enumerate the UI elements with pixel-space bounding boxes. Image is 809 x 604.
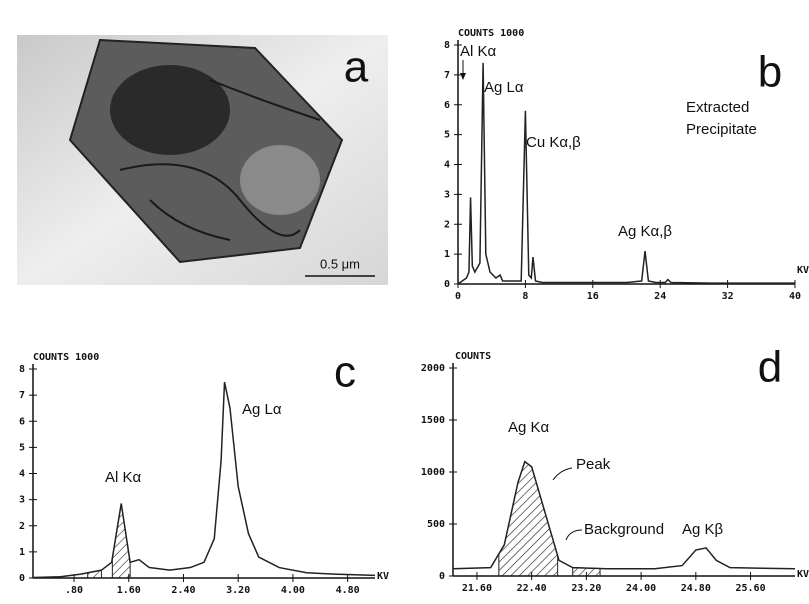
y-tick-label: 8 <box>19 364 25 375</box>
y-tick-label: 1 <box>444 249 450 260</box>
y-tick-label: 7 <box>444 70 450 81</box>
x-tick-label: 4.80 <box>336 585 360 596</box>
annotation-arrow <box>565 529 583 541</box>
panel-label: b <box>758 48 782 97</box>
y-tick-label: 500 <box>427 519 445 530</box>
y-tick-label: 8 <box>444 40 450 51</box>
y-axis-label: COUNTS 1000 <box>33 352 99 363</box>
x-tick-label: 25.60 <box>735 583 765 594</box>
grain-light-region <box>240 145 320 215</box>
x-tick-label: 21.60 <box>462 583 492 594</box>
annotation-arrow <box>552 467 573 481</box>
spectrum-line <box>452 460 796 570</box>
annotation: Background <box>584 521 664 538</box>
annotation: Ag Kβ <box>682 521 724 538</box>
annotation: Ag Kα,β <box>618 223 672 240</box>
annotation: Extracted <box>686 99 749 116</box>
x-tick-label: 22.40 <box>517 583 547 594</box>
x-tick-label: 4.00 <box>281 585 305 596</box>
y-axis-label: COUNTS <box>455 351 491 362</box>
x-tick-label: 3.20 <box>226 585 250 596</box>
x-axis-label: KV <box>797 569 809 580</box>
x-axis-label: KV <box>377 571 389 582</box>
y-tick-label: 7 <box>19 390 25 401</box>
x-tick-label: 8 <box>522 291 528 302</box>
x-tick-label: 32 <box>722 291 734 302</box>
spectrum-line <box>32 381 376 579</box>
panel-label: d <box>758 343 782 392</box>
micrograph: 0.5 μm a <box>17 35 388 285</box>
shaded-region <box>498 460 559 577</box>
y-tick-label: 0 <box>444 279 450 290</box>
x-tick-label: 16 <box>587 291 599 302</box>
y-tick-label: 5 <box>444 130 450 141</box>
x-tick-label: 24 <box>654 291 666 302</box>
x-tick-label: 2.40 <box>171 585 195 596</box>
annotation: Ag Kα <box>508 419 550 436</box>
y-tick-label: 6 <box>19 416 25 427</box>
x-tick-label: 24.80 <box>681 583 711 594</box>
y-tick-label: 2 <box>444 219 450 230</box>
grain-dark-region <box>110 65 230 155</box>
annotation: Ag Lα <box>242 401 282 418</box>
annotation: Al Kα <box>105 469 142 486</box>
y-tick-label: 4 <box>19 469 25 480</box>
spectrum-line <box>457 62 795 285</box>
annotation-arrowhead <box>460 73 466 80</box>
x-tick-label: .80 <box>65 585 83 596</box>
y-tick-label: 5 <box>19 442 25 453</box>
y-tick-label: 1 <box>19 547 25 558</box>
x-tick-label: 1.60 <box>117 585 141 596</box>
y-tick-label: 6 <box>444 100 450 111</box>
y-tick-label: 2 <box>19 521 25 532</box>
x-axis-label: KV <box>797 265 809 276</box>
y-tick-label: 0 <box>19 573 25 584</box>
annotation: Ag Lα <box>484 79 524 96</box>
y-tick-label: 3 <box>19 495 25 506</box>
annotation: Cu Kα,β <box>526 134 581 151</box>
y-tick-label: 3 <box>444 189 450 200</box>
annotation: Precipitate <box>686 121 757 138</box>
grain-boundaries <box>119 79 321 241</box>
annotation: Al Kα <box>460 43 497 60</box>
panel-label: c <box>334 348 356 397</box>
scale-bar-label: 0.5 μm <box>320 256 360 271</box>
x-tick-label: 23.20 <box>571 583 601 594</box>
panel-label: a <box>344 43 369 92</box>
x-tick-label: 0 <box>455 291 461 302</box>
x-tick-label: 40 <box>789 291 801 302</box>
x-tick-label: 24.00 <box>626 583 656 594</box>
y-tick-label: 1000 <box>421 467 445 478</box>
y-tick-label: 2000 <box>421 363 445 374</box>
y-tick-label: 1500 <box>421 415 445 426</box>
y-axis-label: COUNTS 1000 <box>458 28 524 39</box>
y-tick-label: 0 <box>439 571 445 582</box>
y-tick-label: 4 <box>444 160 450 171</box>
annotation: Peak <box>576 456 611 473</box>
